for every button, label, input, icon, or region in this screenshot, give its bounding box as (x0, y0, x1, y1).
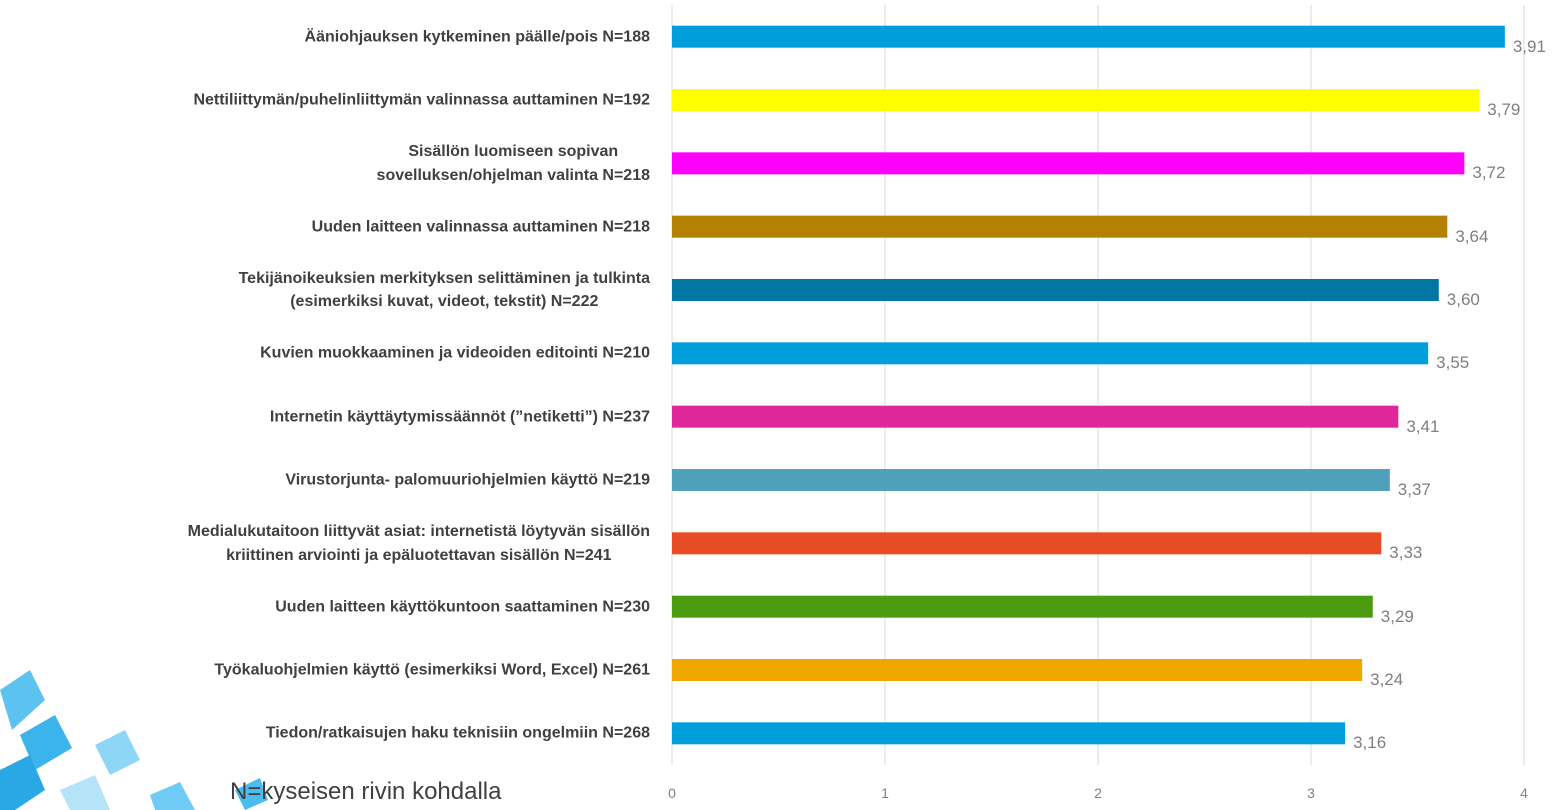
y-tick-label: Uuden laitteen valinnassa auttaminen N=2… (311, 218, 650, 236)
decoration (0, 670, 268, 810)
bar (672, 532, 1382, 555)
data-label: 3,29 (1380, 606, 1414, 626)
y-tick-label: Nettiliittymän/puhelinliittymän valinnas… (193, 91, 650, 109)
x-tick-label: 0 (668, 785, 676, 801)
y-tick-label: Kuvien muokkaaminen ja videoiden editoin… (260, 344, 650, 362)
diamond (235, 778, 268, 810)
y-tick-label: Ääniohjauksen kytkeminen päälle/pois N=1… (304, 28, 650, 46)
bar (672, 89, 1480, 111)
diamond (20, 715, 72, 770)
data-label: 3,91 (1512, 36, 1546, 56)
bar (672, 152, 1465, 175)
diamond (150, 782, 195, 810)
y-tick-label: Internetin käyttäytymissäännöt (”netiket… (269, 408, 650, 426)
diamond (60, 775, 110, 810)
bar (672, 469, 1390, 491)
annotation: N=kyseisen rivin kohdalla (230, 778, 502, 805)
data-label: 3,60 (1446, 290, 1480, 309)
bar (672, 659, 1363, 681)
y-tick-label: Sisällön luomiseen sopivan sovelluksen/o… (376, 143, 650, 184)
data-label: 3,16 (1353, 733, 1387, 753)
bar (672, 279, 1439, 301)
data-label: 3,72 (1472, 163, 1506, 183)
y-tick-label: Virustorjunta- palomuuriohjelmien käyttö… (285, 471, 650, 489)
bar (672, 405, 1399, 428)
data-label: 3,41 (1406, 416, 1440, 436)
bar (672, 215, 1448, 238)
bar (672, 25, 1505, 48)
y-tick-label: Työkaluohjelmien käyttö (esimerkiksi Wor… (214, 661, 650, 679)
diamond (95, 730, 140, 775)
data-label: 3,79 (1487, 100, 1521, 119)
y-tick-label: Tekijänoikeuksien merkityksen selittämin… (238, 269, 650, 310)
y-tick-label: Uuden laitteen käyttökuntoon saattaminen… (275, 598, 650, 616)
x-tick-label: 2 (1094, 785, 1102, 801)
data-label: 3,33 (1389, 543, 1423, 563)
y-tick-label: Medialukutaitoon liittyvät asiat: intern… (187, 523, 650, 564)
data-label: 3,24 (1370, 670, 1404, 689)
data-label: 3,64 (1455, 226, 1489, 246)
bar (672, 342, 1429, 365)
data-label: 3,55 (1436, 353, 1470, 373)
diamond (0, 755, 45, 810)
x-tick-label: 4 (1520, 785, 1528, 801)
x-tick-label: 3 (1307, 785, 1315, 801)
bar (672, 595, 1373, 618)
bar (672, 722, 1346, 745)
x-tick-label: 1 (881, 785, 889, 801)
y-tick-label: Tiedon/ratkaisujen haku teknisiin ongelm… (265, 724, 650, 742)
diamond (0, 670, 45, 730)
data-label: 3,37 (1397, 480, 1431, 499)
